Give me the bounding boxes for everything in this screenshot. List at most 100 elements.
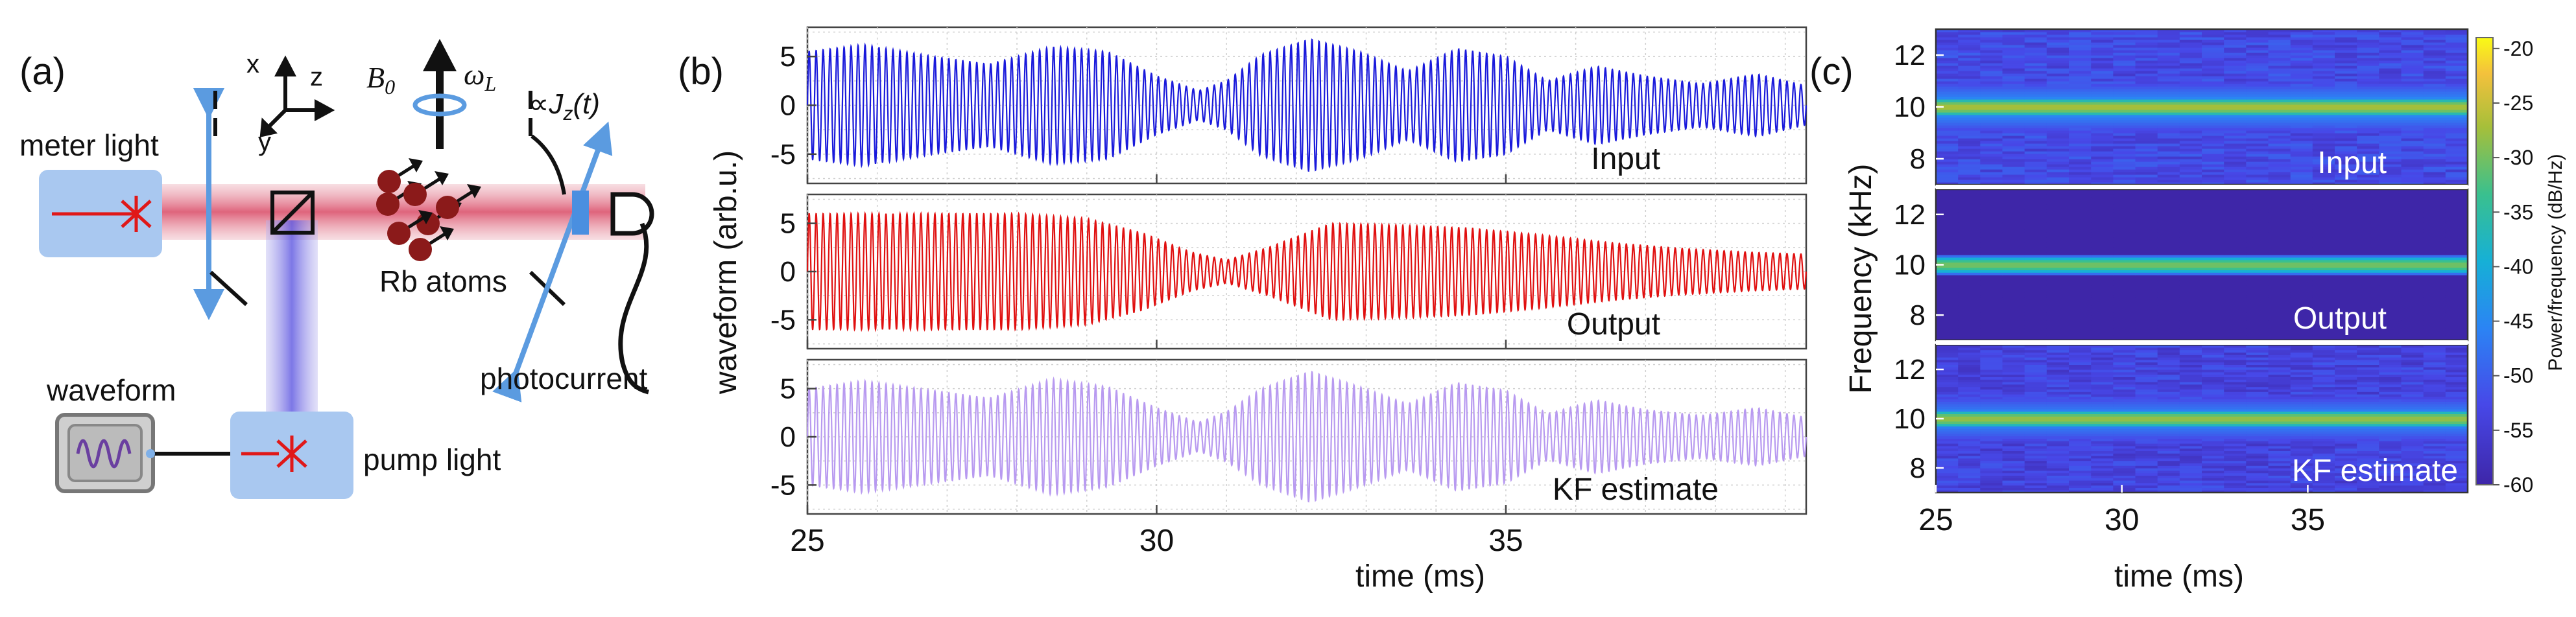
heatmap-cell: [1958, 285, 1981, 288]
heatmap-cell: [2157, 154, 2180, 157]
heatmap-cell: [2445, 239, 2468, 243]
heatmap-cell: [2069, 322, 2092, 326]
heatmap-cell: [2069, 104, 2092, 108]
heatmap-cell: [2024, 107, 2047, 110]
heatmap-cell: [2401, 482, 2424, 486]
heatmap-cell: [2024, 413, 2047, 417]
heatmap-cell: [2002, 104, 2025, 108]
heatmap-cell: [2401, 423, 2424, 426]
heatmap-cell: [2135, 161, 2158, 165]
heatmap-cell: [2157, 202, 2180, 205]
heatmap-cell: [2024, 99, 2047, 102]
heatmap-cell: [2024, 130, 2047, 134]
heatmap-cell: [2002, 65, 2025, 69]
heatmap-cell: [2179, 234, 2202, 238]
heatmap-cell: [2246, 279, 2269, 283]
heatmap-cell: [2379, 369, 2402, 373]
heatmap-cell: [2069, 335, 2092, 338]
heatmap-cell: [2312, 292, 2335, 296]
heatmap-cell: [2246, 151, 2269, 154]
heatmap-cell: [2290, 180, 2313, 183]
heatmap-cell: [1958, 224, 1981, 227]
heatmap-cell: [2445, 270, 2468, 273]
heatmap-cell: [2091, 423, 2114, 426]
heatmap-cell: [1980, 404, 2003, 407]
heatmap-cell: [2202, 252, 2224, 255]
heatmap-cell: [2224, 384, 2247, 388]
heatmap-cell: [2202, 490, 2224, 493]
heatmap-cell: [2202, 369, 2224, 373]
heatmap-cell: [2202, 315, 2224, 318]
heatmap-cell: [2268, 367, 2291, 370]
heatmap-cell: [2135, 413, 2158, 417]
heatmap-cell: [2246, 287, 2269, 290]
heatmap-cell: [2224, 58, 2247, 61]
heatmap-cell: [2357, 189, 2379, 192]
heatmap-cell: [2135, 40, 2158, 43]
heatmap-cell: [2091, 214, 2114, 218]
heatmap-cell: [2379, 154, 2402, 157]
heatmap-cell: [2202, 448, 2224, 451]
heatmap-cell: [2091, 34, 2114, 38]
heatmap-cell: [2379, 406, 2402, 410]
heatmap-cell: [2202, 104, 2224, 108]
heatmap-cell: [2024, 441, 2047, 444]
heatmap-cell: [2179, 37, 2202, 40]
heatmap-cell: [2268, 310, 2291, 313]
heatmap-cell: [1980, 202, 2003, 205]
heatmap-cell: [2268, 128, 2291, 131]
heatmap-cell: [2246, 487, 2269, 491]
heatmap-cell: [2423, 456, 2446, 459]
heatmap-cell: [2357, 55, 2379, 58]
heatmap-cell: [2024, 272, 2047, 275]
heatmap-cell: [2312, 107, 2335, 110]
heatmap-cell: [2379, 396, 2402, 400]
heatmap-cell: [2135, 146, 2158, 149]
heatmap-cell: [2335, 270, 2357, 273]
heatmap-cell: [2179, 371, 2202, 375]
heatmap-cell: [2268, 191, 2291, 195]
heatmap-cell: [2379, 78, 2402, 82]
heatmap-cell: [2157, 65, 2180, 69]
heatmap-cell: [2091, 47, 2114, 51]
heatmap-cell: [2246, 433, 2269, 437]
heatmap-cell: [2046, 322, 2069, 326]
heatmap-cell: [2268, 262, 2291, 266]
heatmap-cell: [2379, 312, 2402, 316]
heatmap-cell: [2357, 357, 2379, 360]
heatmap-cell: [2091, 408, 2114, 412]
heatmap-cell: [2357, 141, 2379, 144]
heatmap-cell: [2357, 279, 2379, 283]
heatmap-cell: [1936, 177, 1959, 180]
heatmap-cell: [2312, 29, 2335, 32]
heatmap-cell: [2224, 490, 2247, 493]
heatmap-cell: [2246, 352, 2269, 355]
heatmap-cell: [2024, 421, 2047, 425]
heatmap-cell: [2002, 389, 2025, 392]
heatmap-cell: [2335, 282, 2357, 286]
heatmap-cell: [2445, 307, 2468, 310]
heatmap-cell: [2268, 272, 2291, 275]
heatmap-cell: [2135, 367, 2158, 370]
heatmap-cell: [2157, 275, 2180, 278]
heatmap-cell: [2179, 386, 2202, 390]
heatmap-cell: [2401, 394, 2424, 397]
heatmap-cell: [2379, 174, 2402, 178]
heatmap-cell: [1958, 207, 1981, 210]
heatmap-cell: [2246, 443, 2269, 447]
heatmap-cell: [2157, 227, 2180, 230]
heatmap-cell: [2091, 224, 2114, 227]
heatmap-cell: [2312, 151, 2335, 154]
heatmap-cell: [2357, 270, 2379, 273]
heatmap-cell: [2002, 222, 2025, 225]
heatmap-cell: [2445, 482, 2468, 486]
heatmap-cell: [2357, 487, 2379, 491]
heatmap-cell: [2179, 207, 2202, 210]
heatmap-cell: [2423, 428, 2446, 432]
heatmap-cell: [2202, 322, 2224, 326]
heatmap-cell: [2335, 189, 2357, 192]
heatmap-cell: [2224, 120, 2247, 123]
heatmap-cell: [2357, 135, 2379, 139]
heatmap-cell: [2379, 433, 2402, 437]
heatmap-cell: [2401, 320, 2424, 323]
